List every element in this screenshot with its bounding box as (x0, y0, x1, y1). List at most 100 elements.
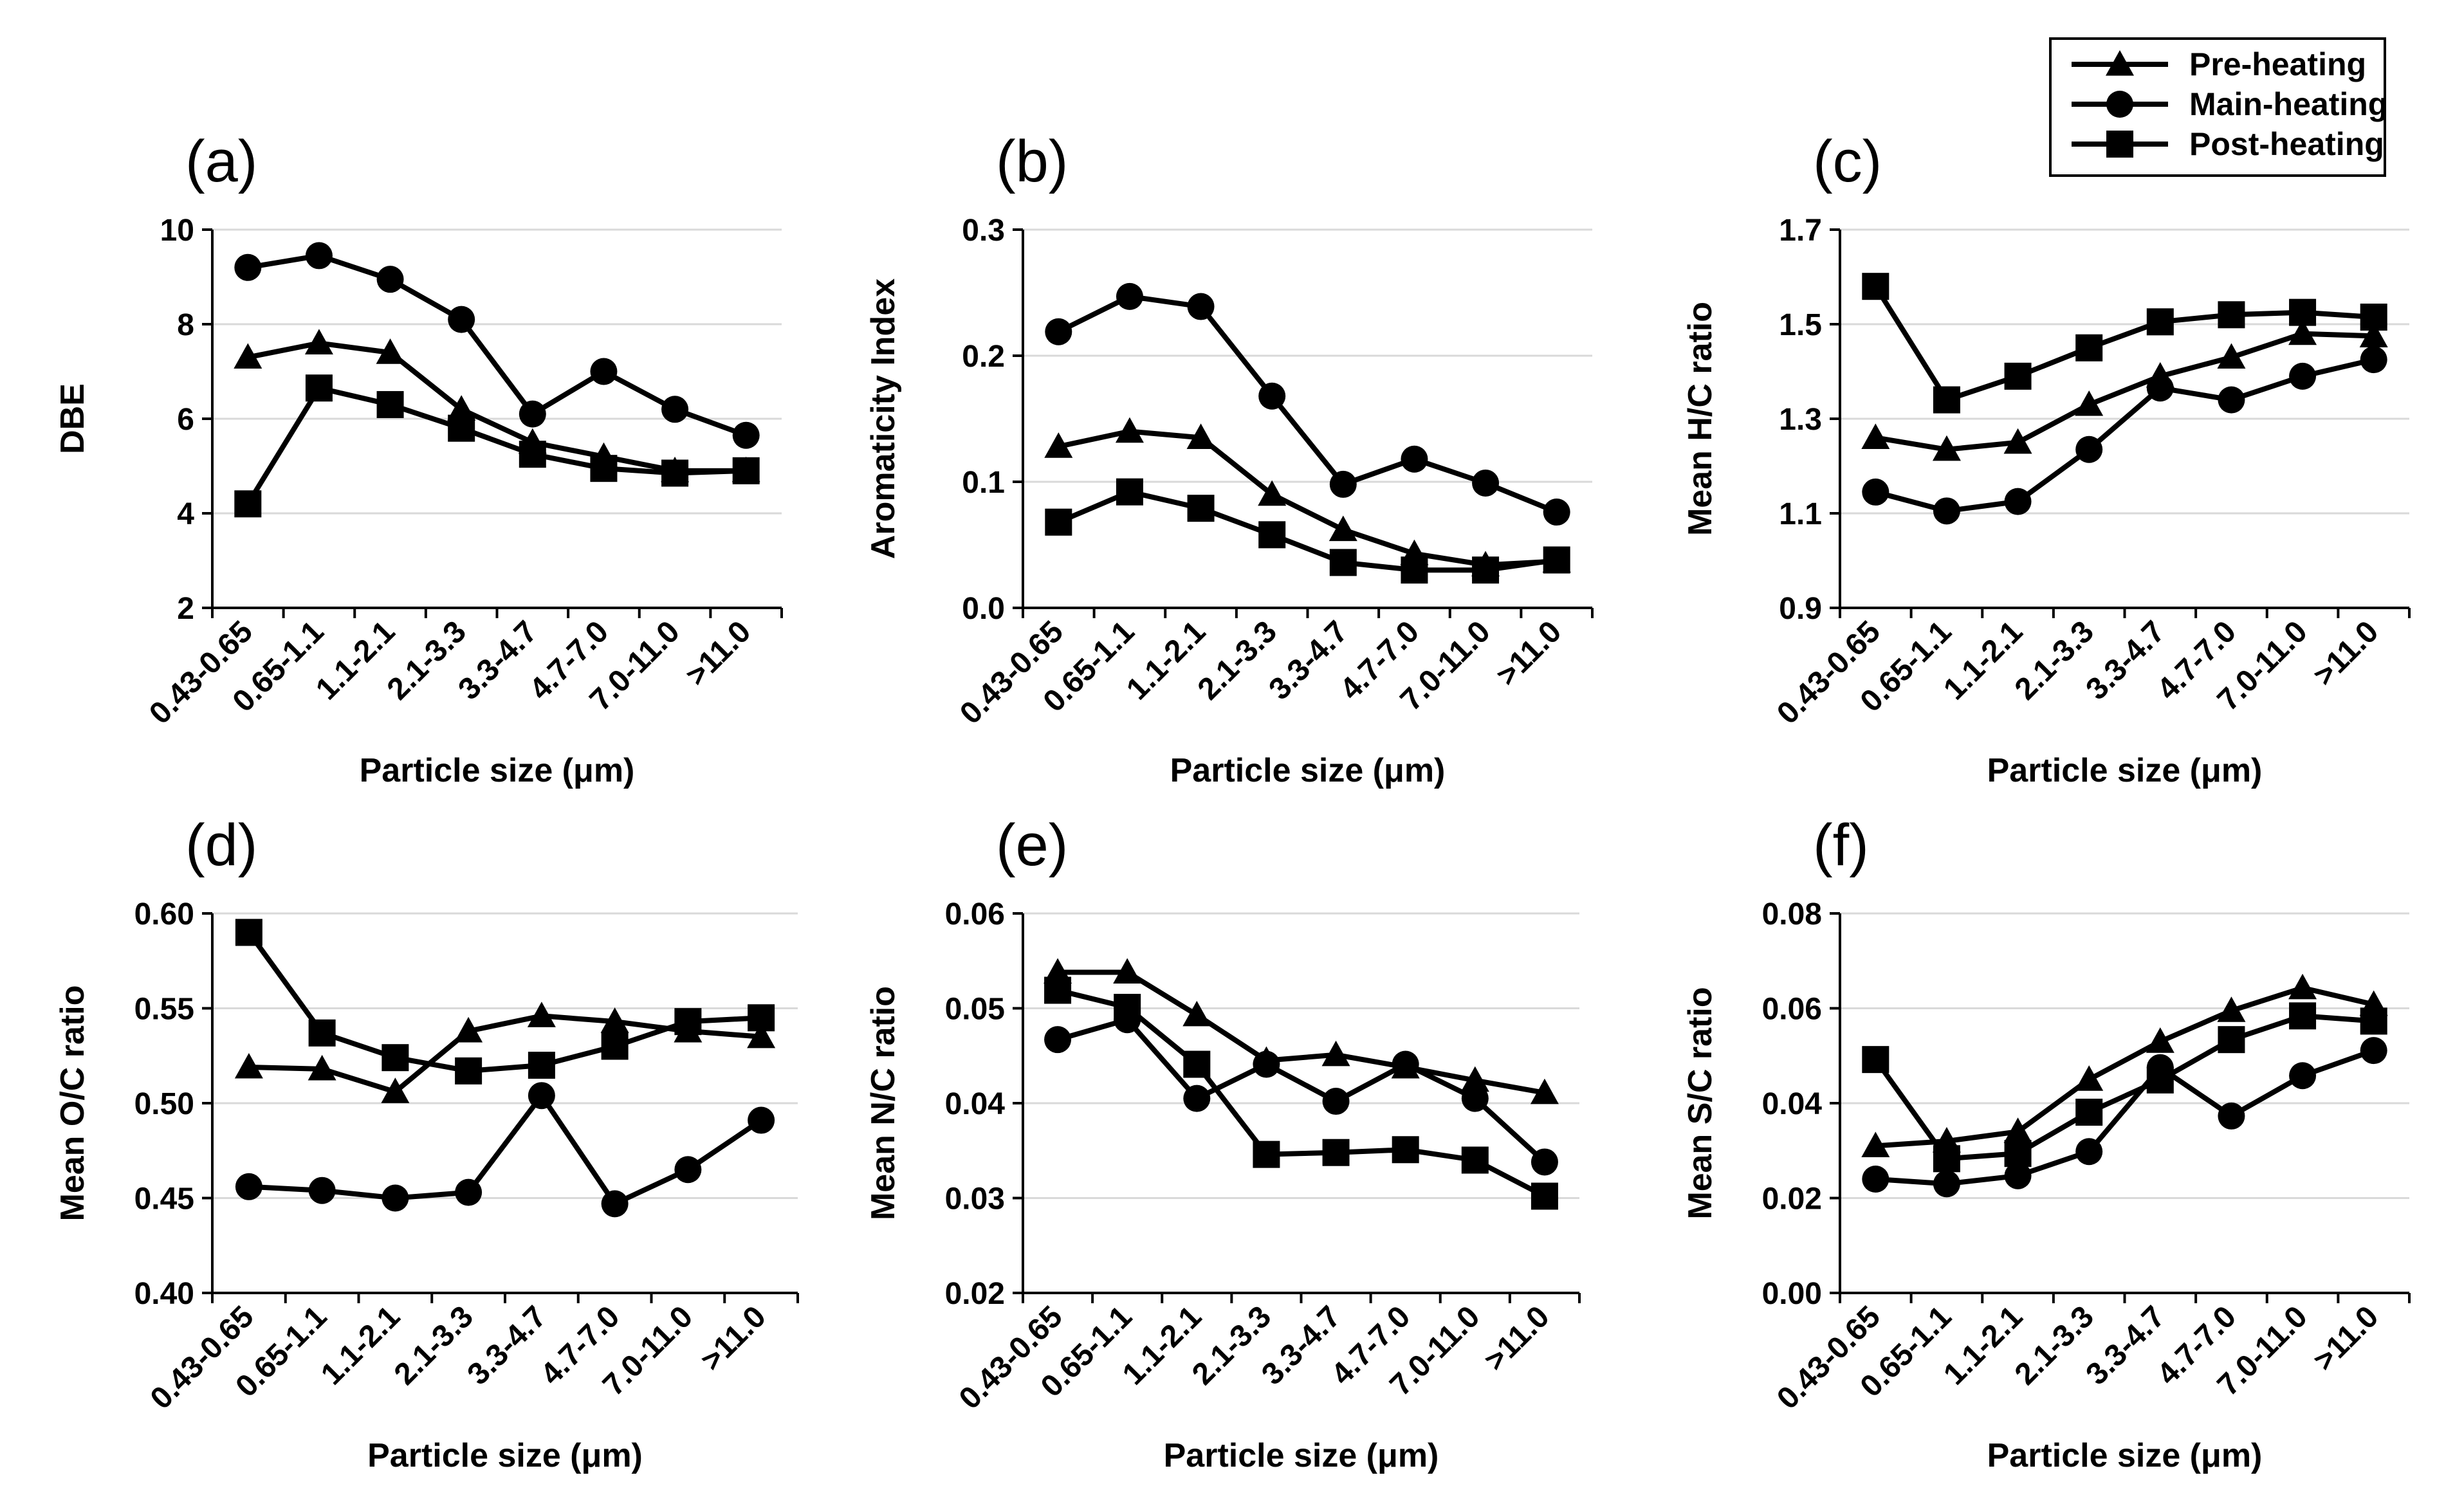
y-tick-label: 1.7 (1779, 214, 1822, 248)
data-point-pre-heating (376, 338, 405, 364)
data-point-main-heating (382, 1184, 409, 1212)
x-tick-label: 3.3-4.7 (452, 614, 544, 706)
x-axis-title: Particle size (μm) (1170, 752, 1446, 789)
x-axis-title: Particle size (μm) (1164, 1437, 1439, 1474)
y-tick-label: 10 (160, 214, 194, 248)
data-point-post-heating (1543, 546, 1570, 574)
data-point-pre-heating (1186, 423, 1215, 449)
y-tick-label: 0.3 (962, 214, 1005, 248)
data-point-post-heating (305, 374, 333, 402)
panel-letter: (e) (996, 812, 1068, 878)
data-point-post-heating (235, 919, 262, 946)
legend-label-post-heating: Post-heating (2189, 126, 2384, 162)
y-tick-label: 0.06 (1762, 993, 1822, 1027)
data-point-main-heating (2360, 346, 2387, 374)
data-point-pre-heating (234, 343, 262, 369)
data-point-pre-heating (1115, 417, 1144, 443)
data-point-pre-heating (527, 1002, 556, 1027)
panel-letter: (f) (1813, 812, 1869, 878)
y-tick-label: 1.5 (1779, 308, 1822, 342)
data-point-main-heating (1862, 478, 1889, 506)
data-point-main-heating (2360, 1037, 2387, 1065)
data-point-post-heating (748, 1004, 775, 1032)
x-tick-label: >11.0 (1490, 614, 1568, 692)
data-point-main-heating (376, 266, 404, 293)
data-point-main-heating (305, 242, 333, 270)
data-point-post-heating (1253, 1140, 1280, 1168)
y-tick-label: 2 (177, 592, 194, 626)
y-tick-label: 0.55 (134, 993, 194, 1027)
y-tick-label: 0.50 (134, 1087, 194, 1121)
data-point-main-heating (748, 1106, 775, 1134)
data-point-pre-heating (2217, 343, 2246, 369)
data-point-post-heating (1461, 1146, 1489, 1174)
data-point-pre-heating (1113, 958, 1142, 984)
y-tick-label: 0.02 (945, 1277, 1005, 1311)
x-tick-label: 2.1-3.3 (1191, 614, 1283, 706)
data-point-main-heating (2146, 374, 2174, 402)
x-tick-label: 3.3-4.7 (461, 1299, 553, 1391)
data-point-pre-heating (2288, 319, 2317, 345)
panel-letter: (c) (1813, 129, 1882, 194)
data-point-main-heating (1253, 1050, 1280, 1078)
x-axis-title: Particle size (μm) (1987, 1437, 2263, 1474)
data-point-post-heating (2075, 334, 2103, 362)
x-tick-label: 1.1-2.1 (309, 614, 401, 706)
data-point-main-heating (448, 306, 475, 333)
x-tick-label: 2.1-3.3 (1186, 1299, 1278, 1391)
y-axis-title: Mean H/C ratio (1682, 302, 1719, 536)
y-tick-label: 6 (177, 403, 194, 437)
data-point-pre-heating (1932, 435, 1961, 461)
data-point-pre-heating (2075, 390, 2104, 416)
data-point-post-heating (1933, 1145, 1960, 1173)
data-point-main-heating (1392, 1050, 1419, 1078)
y-tick-label: 8 (177, 308, 194, 342)
legend-marker-main-heating (2106, 91, 2133, 118)
data-point-pre-heating (2217, 996, 2246, 1022)
data-point-main-heating (732, 421, 760, 449)
data-point-post-heating (2004, 1140, 2032, 1168)
y-axis-title: Mean N/C ratio (865, 986, 902, 1220)
data-point-pre-heating (2003, 428, 2032, 454)
data-point-pre-heating (1460, 1066, 1489, 1092)
data-point-main-heating (590, 358, 618, 385)
data-point-post-heating (2146, 308, 2174, 336)
data-point-pre-heating (1329, 515, 1357, 542)
legend-marker-pre-heating (2106, 50, 2134, 76)
y-tick-label: 0.05 (945, 993, 1005, 1027)
legend-marker-post-heating (2106, 131, 2133, 158)
x-tick-label: 0.43-0.65 (144, 1299, 261, 1416)
data-point-main-heating (235, 1173, 262, 1200)
x-tick-label: 3.3-4.7 (1255, 1299, 1347, 1391)
data-point-post-heating (1044, 976, 1072, 1004)
x-tick-label: 1.1-2.1 (1937, 1299, 2029, 1391)
data-point-pre-heating (2359, 322, 2388, 347)
data-point-pre-heating (2003, 1117, 2032, 1143)
data-point-pre-heating (1258, 480, 1287, 506)
y-tick-label: 0.1 (962, 466, 1005, 500)
data-point-pre-heating (600, 1007, 629, 1033)
data-point-post-heating (1472, 556, 1500, 584)
data-point-post-heating (1116, 478, 1143, 506)
data-point-post-heating (376, 390, 404, 418)
data-point-main-heating (2004, 488, 2032, 515)
series-line-post-heating (246, 931, 762, 1074)
x-tick-label: >11.0 (694, 1299, 772, 1377)
y-tick-label: 0.00 (1762, 1277, 1822, 1311)
data-point-post-heating (448, 414, 475, 442)
data-point-pre-heating (1530, 1078, 1559, 1104)
y-tick-label: 0.45 (134, 1182, 194, 1216)
data-point-post-heating (528, 1052, 555, 1079)
data-point-main-heating (308, 1177, 336, 1204)
data-point-pre-heating (2075, 1065, 2104, 1091)
data-point-post-heating (2218, 301, 2245, 329)
y-tick-label: 0.04 (945, 1087, 1006, 1121)
y-axis-title: DBE (54, 383, 91, 454)
data-point-post-heating (2360, 1007, 2387, 1035)
data-point-main-heating (234, 253, 262, 281)
x-tick-label: 1.1-2.1 (1937, 614, 2029, 706)
x-tick-label: >11.0 (2307, 1299, 2385, 1377)
data-point-main-heating (1472, 469, 1500, 497)
y-tick-label: 0.0 (962, 592, 1005, 626)
chart-panel-d: 0.400.450.500.550.600.43-0.650.65-1.11.1… (54, 812, 799, 1474)
